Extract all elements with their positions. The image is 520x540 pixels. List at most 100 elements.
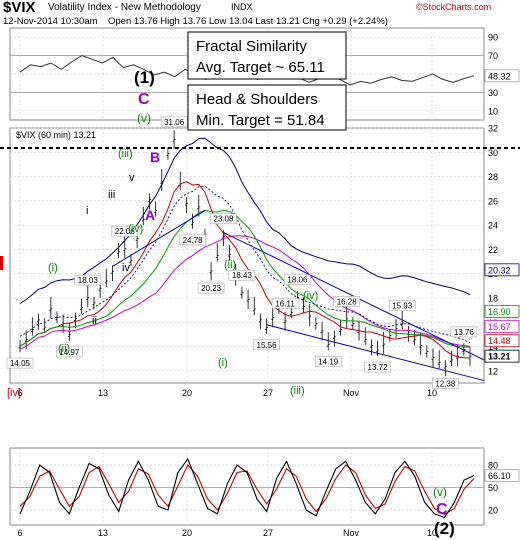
- price-label-box: [314, 356, 342, 367]
- x-tick-label: 13: [98, 388, 108, 398]
- rsi-last-value: 48.32: [488, 71, 511, 81]
- ma-short-line: [19, 181, 471, 359]
- price-tick-label: 32: [488, 124, 498, 134]
- x-tick-label-bottom: Nov: [343, 528, 360, 538]
- wave-1-label: (1): [134, 68, 155, 87]
- x-tick-label: 27: [263, 388, 273, 398]
- x-tick-label-bottom: 6: [17, 528, 22, 538]
- price-value-label: 12.38: [435, 379, 456, 388]
- price-label-box: [333, 296, 360, 307]
- ma-long-line: [19, 235, 471, 350]
- price-label-box: [179, 234, 206, 246]
- price-tick-label: 12: [488, 366, 498, 376]
- x-tick-label: 6: [17, 388, 22, 398]
- stoch-tick-label: 80: [488, 461, 498, 471]
- price-value-label: 13.72: [368, 363, 389, 372]
- price-value-label: 24.78: [183, 236, 204, 245]
- price-value-label: 14.05: [10, 359, 31, 368]
- price-tick-label: 28: [488, 172, 498, 182]
- price-legend-label: $VIX (60 min) 13.21: [16, 130, 96, 140]
- wave-v-top-label: (v): [137, 111, 151, 125]
- price-value-label: 15.93: [392, 302, 413, 311]
- stoch-tick-label: 20: [488, 506, 498, 516]
- price-value-label: 20.23: [201, 284, 222, 293]
- right-axis-label-box: [484, 304, 520, 318]
- x-tick-label: Nov: [343, 388, 360, 398]
- price-value-label: 16.11: [275, 299, 295, 308]
- price-label-box: [253, 339, 280, 351]
- stoch-last-value: 66.10: [488, 471, 511, 481]
- fractal-line-2: Avg. Target ~ 65.11: [196, 59, 325, 76]
- stoch-panel-frame: [9, 447, 485, 526]
- ma-mid-line: [19, 209, 471, 348]
- wave-a-label: A: [145, 207, 155, 223]
- exchange-label: INDX: [231, 2, 253, 12]
- price-label-box: [197, 282, 225, 294]
- price-label-box: [271, 298, 299, 309]
- stoch-tick-label: 50: [488, 483, 498, 493]
- wave-iv-paren-label: (iv): [128, 223, 143, 235]
- wave-b-label: B: [150, 149, 160, 165]
- wave-iii-label: iii: [108, 189, 115, 201]
- right-axis-label-box: [484, 319, 520, 333]
- x-tick-label: 20: [182, 388, 192, 398]
- price-label-box: [74, 274, 102, 286]
- wave-i-label: i: [86, 205, 88, 217]
- stoch-guard: [10, 488, 484, 525]
- hs-box: [187, 84, 347, 131]
- wedge-line: [112, 210, 206, 267]
- channel-lower-line: [266, 324, 485, 382]
- upper-band-line: [19, 137, 471, 304]
- price-value-label: 23.08: [213, 215, 234, 224]
- wave-v-bottom-label: (v): [433, 485, 447, 499]
- right-axis-label-box: [484, 349, 520, 363]
- right-axis-label-box: [484, 263, 520, 277]
- mid-band-dotted: [19, 185, 471, 344]
- wave-i-green-label: (i): [218, 357, 228, 369]
- x-tick-label-bottom: 27: [263, 528, 273, 538]
- rsi-tick-label: 30: [488, 88, 498, 98]
- fractal-line-1: Fractal Similarity: [196, 38, 307, 55]
- stoch-d-line: [19, 464, 475, 516]
- hs-line-2: Min. Target = 51.84: [196, 112, 325, 129]
- price-tick-label: 30: [488, 148, 498, 158]
- price-value-label: 14.97: [59, 348, 80, 357]
- price-value-label: 16.28: [337, 297, 358, 306]
- price-value-label: 31.06: [164, 118, 185, 127]
- price-tick-label: 22: [488, 245, 498, 255]
- right-axis-label: 20.32: [488, 265, 511, 275]
- datetime-label: 12-Nov-2014 10:30am: [3, 16, 98, 27]
- wave-i-paren-label: (i): [48, 262, 58, 274]
- fractal-box: [187, 31, 347, 80]
- x-tick-label-bottom: 13: [98, 528, 108, 538]
- price-tick-label: 26: [488, 196, 498, 206]
- stoch-last-box: [484, 469, 520, 482]
- price-value-label: 18.06: [287, 276, 308, 285]
- index-name: Volatility Index - New Methodology: [48, 2, 201, 13]
- quote-line: Open 13.76 High 13.76 Low 13.04 Last 13.…: [108, 16, 388, 27]
- right-axis-label-box: [484, 334, 520, 348]
- rsi-tick-label: 70: [488, 51, 498, 61]
- x-tick-label-bottom: 20: [182, 528, 192, 538]
- right-axis-label: 16.90: [488, 307, 511, 317]
- price-value-label: 22.06: [115, 227, 136, 236]
- price-label-box: [284, 274, 311, 285]
- rsi-tick-label: 90: [488, 33, 498, 43]
- wave-iii-paren-label: (iii): [118, 148, 133, 160]
- wave-ii-green-label: (ii): [224, 259, 236, 271]
- wave-ii-paren-label: (ii): [58, 343, 70, 355]
- wave-c-bottom-label: C: [436, 501, 448, 518]
- wave-v-label: v: [129, 172, 135, 184]
- hs-line-1: Head & Shoulders: [196, 91, 318, 108]
- wave-2-label: (2): [434, 519, 455, 538]
- price-label-box: [56, 346, 83, 358]
- price-label-box: [450, 326, 478, 338]
- price-value-label: 14.19: [318, 357, 339, 366]
- price-label-box: [388, 300, 416, 311]
- price-label-box: [432, 378, 459, 389]
- price-label-box: [160, 116, 188, 128]
- wave-c-top-label: C: [138, 91, 150, 108]
- copyright-label: ©StockCharts.com: [416, 2, 492, 12]
- wave-ii-label: ii: [92, 315, 97, 327]
- price-tick-label: 18: [488, 294, 498, 304]
